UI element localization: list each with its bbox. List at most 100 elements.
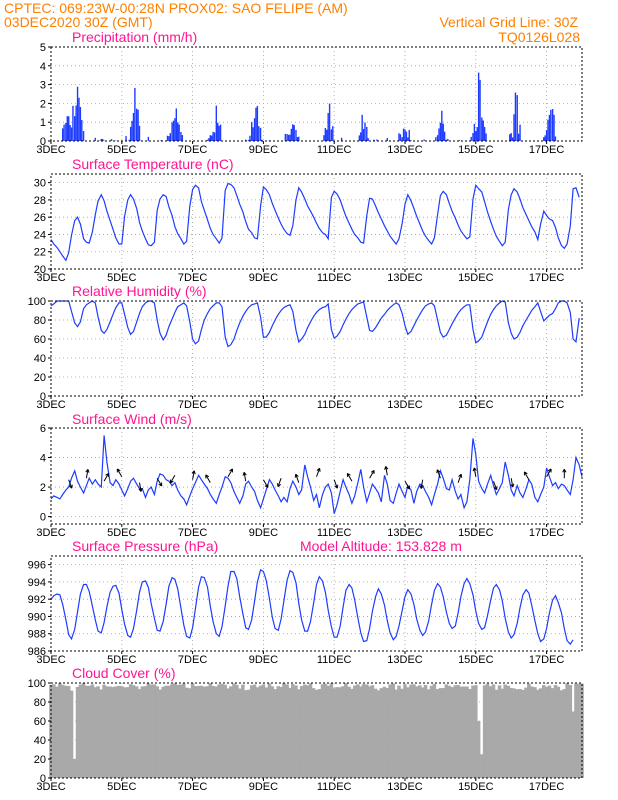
x-tick-label: 15DEC bbox=[458, 272, 494, 284]
x-tick-label: 9DEC bbox=[249, 654, 278, 666]
wind-title: Surface Wind (m/s) bbox=[72, 411, 192, 427]
cloud-bar bbox=[524, 687, 528, 778]
wind-arrow-shaft bbox=[295, 474, 300, 483]
precip-bar bbox=[482, 120, 484, 141]
wind-arrow bbox=[384, 466, 389, 476]
y-tick-label: 0 bbox=[40, 773, 46, 785]
wind-arrow bbox=[472, 467, 477, 477]
precip-bar bbox=[100, 138, 102, 141]
precip-bar bbox=[147, 136, 150, 141]
cloud-bar bbox=[326, 685, 330, 778]
y-tick-label: 20 bbox=[34, 754, 46, 766]
wind-arrow bbox=[227, 468, 233, 477]
precip-bar bbox=[181, 134, 184, 141]
temp-grid bbox=[51, 174, 582, 269]
cloud-bar bbox=[480, 754, 484, 778]
cloud-bar bbox=[140, 686, 145, 778]
x-tick-label: 15DEC bbox=[458, 399, 494, 411]
y-tick-label: 80 bbox=[34, 697, 46, 709]
precip-bar bbox=[169, 133, 171, 141]
precip-bar bbox=[128, 139, 130, 141]
cloud-bar bbox=[170, 684, 174, 778]
precip-bar bbox=[78, 97, 80, 141]
precip-bar bbox=[174, 118, 176, 141]
cloud-bar bbox=[500, 688, 505, 778]
cloud-bar bbox=[441, 688, 446, 778]
pressure-frame bbox=[50, 555, 583, 652]
precip-bar bbox=[407, 137, 409, 141]
cloud-bar bbox=[285, 684, 289, 778]
precip-bar bbox=[213, 132, 216, 141]
precip-bar bbox=[545, 130, 548, 141]
y-tick-label: 3 bbox=[40, 80, 46, 92]
precip-bar bbox=[410, 140, 412, 141]
precip-frame bbox=[50, 46, 583, 142]
cloud-bar bbox=[235, 684, 239, 778]
y-tick-label: 100 bbox=[28, 678, 46, 690]
cloud-bar bbox=[535, 689, 540, 778]
wind-arrow-head bbox=[384, 466, 387, 470]
precip-bar bbox=[215, 105, 218, 141]
cloud-bar bbox=[347, 686, 351, 778]
precip-bar bbox=[328, 103, 331, 141]
x-tick-label: 9DEC bbox=[249, 781, 278, 793]
cloud-bar bbox=[164, 685, 168, 778]
wind-arrow bbox=[333, 479, 339, 489]
x-tick-label: 5DEC bbox=[107, 527, 136, 539]
wind-arrow-shaft bbox=[369, 470, 375, 479]
y-tick-label: 0 bbox=[40, 512, 46, 524]
cloud-bar bbox=[193, 686, 198, 778]
cloud-bar bbox=[75, 686, 80, 778]
precip-bar bbox=[376, 139, 378, 141]
wind-arrow bbox=[346, 472, 353, 482]
cloud-bar bbox=[311, 688, 316, 778]
wind-panel: Surface Wind (m/s) 0 2 4 6 3DEC 5DEC 7DEC 9DEC 1… bbox=[36, 411, 583, 539]
precip-bar bbox=[244, 139, 247, 141]
cloud-bar bbox=[308, 683, 313, 778]
cloud-bar bbox=[90, 684, 95, 778]
wind-arrow-head bbox=[370, 469, 375, 473]
cloud-bar bbox=[134, 686, 139, 778]
wind-arrow bbox=[116, 468, 123, 477]
cloud-bar bbox=[84, 685, 89, 778]
cloud-bar bbox=[229, 686, 233, 778]
cloud-bar bbox=[49, 684, 53, 778]
y-tick-label: 20 bbox=[34, 372, 46, 384]
x-tick-label: 13DEC bbox=[387, 144, 423, 156]
x-tick-label: 11DEC bbox=[317, 144, 352, 156]
x-tick-label: 7DEC bbox=[178, 144, 207, 156]
cloud-bar bbox=[356, 684, 360, 778]
precip-bar bbox=[475, 131, 477, 141]
precip-bar bbox=[286, 134, 288, 141]
wind-arrow bbox=[369, 469, 375, 479]
precip-bar bbox=[405, 131, 408, 141]
cloud-bar bbox=[179, 684, 183, 778]
precip-bar bbox=[81, 119, 83, 141]
precip-bar bbox=[438, 128, 440, 141]
cloud-bar bbox=[255, 687, 260, 778]
cloud-bar bbox=[515, 689, 519, 778]
wind-arrow bbox=[169, 475, 176, 484]
y-tick-label: 30 bbox=[34, 178, 46, 190]
precip-bar bbox=[435, 137, 437, 141]
y-tick-label: 988 bbox=[28, 629, 46, 641]
cloud-bar bbox=[66, 686, 71, 778]
cloud-bar bbox=[338, 687, 342, 778]
cloud-bar bbox=[562, 689, 567, 778]
precip-bar bbox=[134, 87, 136, 141]
cloud-bar bbox=[246, 689, 251, 778]
precip-bar bbox=[253, 118, 256, 141]
wind-arrow bbox=[457, 473, 463, 483]
wind-arrow bbox=[242, 471, 247, 482]
cloud-bar bbox=[379, 688, 384, 778]
wind-arrow-head bbox=[294, 474, 297, 478]
precip-bar bbox=[439, 122, 442, 141]
precip-bar bbox=[219, 124, 222, 141]
cloud-bar bbox=[158, 689, 162, 778]
wind-arrow-shaft bbox=[192, 470, 195, 480]
wind-arrow-shaft bbox=[262, 479, 269, 488]
wind-arrow-head bbox=[458, 473, 462, 477]
cloud-cover-title: Cloud Cover (%) bbox=[72, 665, 175, 681]
precip-bar bbox=[82, 131, 85, 141]
cloud-bar bbox=[453, 685, 458, 778]
